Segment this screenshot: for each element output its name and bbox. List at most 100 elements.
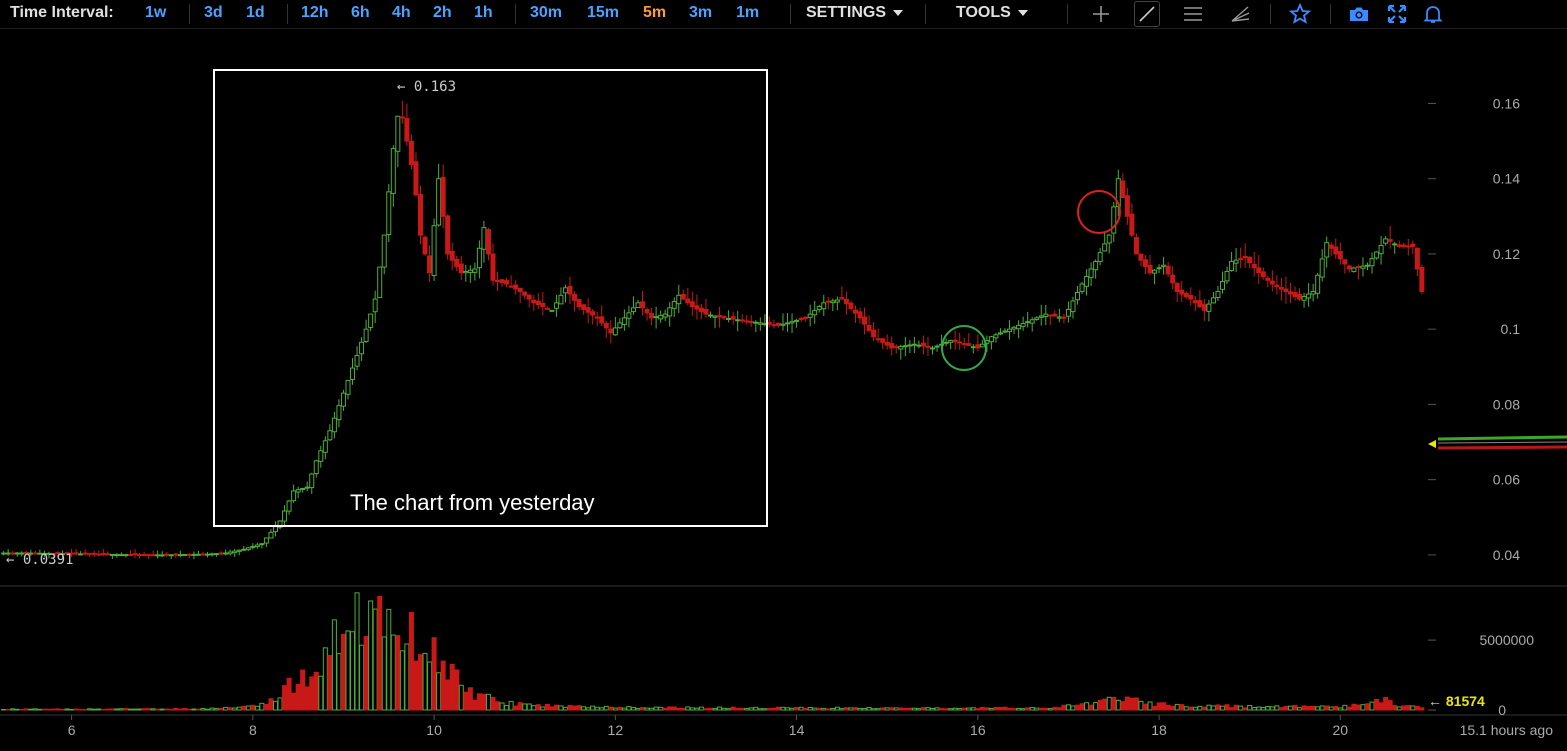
settings-menu[interactable]: SETTINGS bbox=[806, 3, 904, 23]
volume-bar bbox=[902, 707, 908, 711]
candle-body bbox=[69, 552, 75, 555]
volume-bar bbox=[599, 707, 605, 711]
volume-bar bbox=[635, 708, 641, 711]
interval-2h[interactable]: 2h bbox=[433, 4, 452, 21]
candle-body bbox=[653, 316, 659, 319]
candle-body bbox=[209, 553, 215, 556]
candle-body bbox=[449, 250, 455, 261]
candle-body bbox=[626, 312, 632, 319]
volume-bar bbox=[1056, 707, 1062, 711]
candle-body bbox=[816, 306, 822, 310]
interval-12h[interactable]: 12h bbox=[301, 4, 329, 21]
candle-body bbox=[676, 294, 682, 305]
bell-icon[interactable] bbox=[1421, 2, 1445, 26]
interval-3d[interactable]: 3d bbox=[204, 4, 223, 21]
volume-bar bbox=[463, 691, 469, 711]
volume-bar bbox=[535, 704, 541, 711]
volume-bar bbox=[871, 708, 877, 711]
volume-bar bbox=[372, 608, 378, 711]
tools-menu[interactable]: TOOLS bbox=[956, 3, 1028, 23]
interval-1w[interactable]: 1w bbox=[145, 4, 167, 21]
volume-bar bbox=[227, 707, 233, 711]
fan-icon[interactable] bbox=[1228, 2, 1252, 26]
interval-15m[interactable]: 15m bbox=[587, 4, 620, 21]
candle-body bbox=[195, 553, 201, 556]
interval-3m[interactable]: 3m bbox=[689, 4, 713, 21]
volume-bar bbox=[345, 630, 351, 711]
candle-body bbox=[907, 344, 913, 347]
volume-bar bbox=[350, 631, 356, 711]
candle-body bbox=[961, 343, 967, 346]
candle-body bbox=[10, 552, 16, 555]
interval-6h[interactable]: 6h bbox=[351, 4, 370, 21]
volume-bar bbox=[78, 708, 84, 711]
volume-bar bbox=[943, 708, 949, 711]
volume-bar bbox=[766, 708, 772, 711]
volume-bar bbox=[590, 705, 596, 711]
star-icon[interactable] bbox=[1288, 2, 1312, 26]
volume-bar bbox=[717, 706, 723, 711]
volume-bar bbox=[907, 707, 913, 711]
volume-bar bbox=[825, 708, 831, 711]
candle-body bbox=[843, 298, 849, 305]
candle-body bbox=[177, 554, 183, 557]
interval-1d[interactable]: 1d bbox=[246, 4, 265, 21]
candle-body bbox=[481, 227, 487, 250]
candle-body bbox=[282, 510, 288, 522]
candle-body bbox=[168, 554, 174, 557]
candle-body bbox=[630, 307, 636, 313]
volume-bar bbox=[576, 705, 582, 711]
candle-body bbox=[1111, 206, 1117, 234]
candle-body bbox=[1052, 313, 1058, 317]
interval-30m[interactable]: 30m bbox=[530, 4, 563, 21]
last-price-arrow bbox=[1428, 440, 1436, 448]
candle-body bbox=[789, 321, 795, 324]
candle-body bbox=[671, 301, 677, 309]
candle-body bbox=[173, 553, 179, 556]
volume-bar bbox=[680, 707, 686, 711]
volume-bar bbox=[676, 708, 682, 711]
candle-body bbox=[1414, 247, 1420, 270]
trendline-icon[interactable] bbox=[1134, 1, 1160, 27]
volume-bar bbox=[10, 708, 16, 711]
volume-bar bbox=[109, 708, 115, 711]
candle-body bbox=[780, 323, 786, 326]
interval-1h[interactable]: 1h bbox=[474, 4, 493, 21]
interval-1m[interactable]: 1m bbox=[736, 4, 760, 21]
candle-body bbox=[46, 552, 52, 555]
volume-bar bbox=[694, 707, 700, 711]
candle-body bbox=[504, 280, 510, 285]
volume-bar bbox=[1333, 706, 1339, 711]
candle-body bbox=[236, 549, 242, 552]
candle-body bbox=[662, 313, 668, 318]
volume-bar bbox=[1183, 706, 1189, 711]
volume-bar bbox=[168, 708, 174, 711]
volume-bar bbox=[1274, 705, 1280, 711]
candle-body bbox=[214, 553, 220, 556]
interval-4h[interactable]: 4h bbox=[392, 4, 411, 21]
candle-body bbox=[1229, 260, 1235, 271]
interval-5m[interactable]: 5m bbox=[643, 4, 667, 21]
candle-body bbox=[1328, 244, 1334, 249]
candle-body bbox=[100, 552, 106, 555]
volume-bar bbox=[667, 706, 673, 711]
fullscreen-icon[interactable] bbox=[1385, 2, 1409, 26]
candle-body bbox=[436, 178, 442, 226]
volume-bar bbox=[449, 663, 455, 711]
candle-body bbox=[1170, 274, 1176, 284]
candle-body bbox=[1378, 244, 1384, 255]
horizontal-lines-icon[interactable] bbox=[1181, 2, 1205, 26]
volume-bar bbox=[934, 707, 940, 711]
time-interval-label: Time Interval: bbox=[10, 4, 114, 21]
candle-body bbox=[413, 161, 419, 196]
crosshair-icon[interactable] bbox=[1089, 2, 1113, 26]
price-chart[interactable]: 0.16 0.14 0.12 0.1 0.08 0.06 0.04 5000000 0 6 8 1… bbox=[0, 29, 1567, 751]
candle-body bbox=[490, 253, 496, 281]
volume-bar bbox=[282, 685, 288, 711]
volume-bar bbox=[417, 654, 423, 711]
camera-icon[interactable] bbox=[1347, 2, 1371, 26]
candle-body bbox=[1152, 269, 1158, 274]
candle-body bbox=[422, 236, 428, 255]
candle-body bbox=[812, 309, 818, 316]
volume-bar bbox=[703, 708, 709, 711]
